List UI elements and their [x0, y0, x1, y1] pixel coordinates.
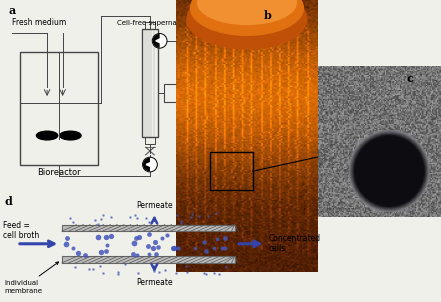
Point — [145, 231, 152, 236]
Point — [222, 246, 229, 251]
Point — [158, 236, 165, 241]
Text: Individual
membrane: Individual membrane — [4, 262, 59, 294]
Bar — [145, 22, 155, 29]
Point — [144, 243, 151, 248]
Point — [82, 252, 89, 257]
Point — [107, 233, 114, 238]
Point — [170, 245, 177, 250]
Point — [201, 240, 208, 245]
Point — [103, 249, 110, 254]
Point — [155, 245, 162, 250]
Polygon shape — [146, 161, 154, 168]
Polygon shape — [156, 37, 164, 44]
Circle shape — [152, 34, 167, 48]
Bar — [145, 137, 155, 144]
Text: Feed =
cell broth: Feed = cell broth — [3, 221, 39, 240]
Point — [211, 246, 218, 250]
Wedge shape — [143, 158, 150, 172]
Point — [102, 234, 109, 239]
Point — [132, 236, 139, 241]
Point — [136, 234, 143, 239]
Point — [202, 249, 209, 254]
Text: Cell-free supernatant: Cell-free supernatant — [117, 20, 191, 26]
Text: Permeate: Permeate — [136, 278, 173, 287]
Bar — [62, 225, 235, 231]
Point — [214, 237, 221, 242]
Bar — [142, 29, 158, 137]
Ellipse shape — [191, 0, 303, 35]
Point — [221, 236, 228, 241]
Point — [69, 246, 76, 250]
Text: b: b — [264, 10, 272, 21]
Point — [191, 246, 198, 251]
Point — [134, 252, 141, 257]
Text: Permeate: Permeate — [136, 201, 173, 210]
Bar — [210, 152, 253, 190]
Bar — [20, 53, 97, 165]
Point — [174, 245, 181, 250]
Point — [149, 246, 157, 251]
Point — [130, 252, 137, 256]
Bar — [62, 256, 235, 263]
Point — [164, 233, 171, 238]
Point — [64, 235, 71, 240]
Point — [145, 252, 152, 256]
Bar — [164, 84, 182, 102]
Point — [103, 242, 110, 247]
Ellipse shape — [37, 131, 58, 140]
Ellipse shape — [60, 131, 81, 140]
Text: Fresh medium: Fresh medium — [12, 18, 67, 27]
Point — [63, 242, 70, 246]
Point — [94, 235, 101, 239]
Point — [171, 245, 178, 250]
Point — [219, 245, 226, 250]
Circle shape — [142, 157, 157, 172]
Point — [152, 252, 159, 256]
Point — [130, 240, 137, 245]
Wedge shape — [153, 34, 160, 48]
Ellipse shape — [198, 0, 296, 24]
Text: a: a — [8, 5, 15, 16]
Text: Concentrated
cells: Concentrated cells — [269, 234, 321, 253]
Point — [152, 240, 159, 245]
Text: d: d — [4, 197, 12, 207]
Point — [74, 251, 81, 256]
Text: c: c — [407, 72, 413, 84]
Text: Bioreactor: Bioreactor — [37, 168, 81, 177]
Point — [97, 249, 105, 254]
Ellipse shape — [187, 0, 307, 49]
